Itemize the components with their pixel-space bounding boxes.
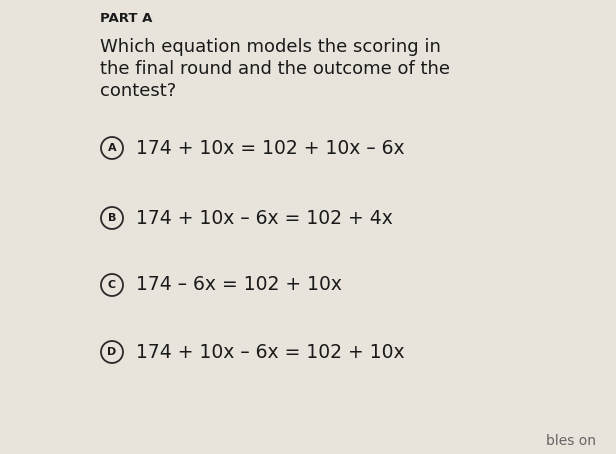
Text: contest?: contest?	[100, 82, 176, 100]
Text: C: C	[108, 280, 116, 290]
Text: bles on: bles on	[546, 434, 596, 448]
Text: Which equation models the scoring in: Which equation models the scoring in	[100, 38, 441, 56]
Text: 174 + 10x – 6x = 102 + 4x: 174 + 10x – 6x = 102 + 4x	[136, 208, 393, 227]
Text: the final round and the outcome of the: the final round and the outcome of the	[100, 60, 450, 78]
Text: PART A: PART A	[100, 12, 152, 25]
Text: D: D	[107, 347, 116, 357]
Text: 174 + 10x = 102 + 10x – 6x: 174 + 10x = 102 + 10x – 6x	[136, 138, 405, 158]
Text: B: B	[108, 213, 116, 223]
Text: 174 + 10x – 6x = 102 + 10x: 174 + 10x – 6x = 102 + 10x	[136, 342, 405, 361]
Text: A: A	[108, 143, 116, 153]
Text: 174 – 6x = 102 + 10x: 174 – 6x = 102 + 10x	[136, 276, 342, 295]
